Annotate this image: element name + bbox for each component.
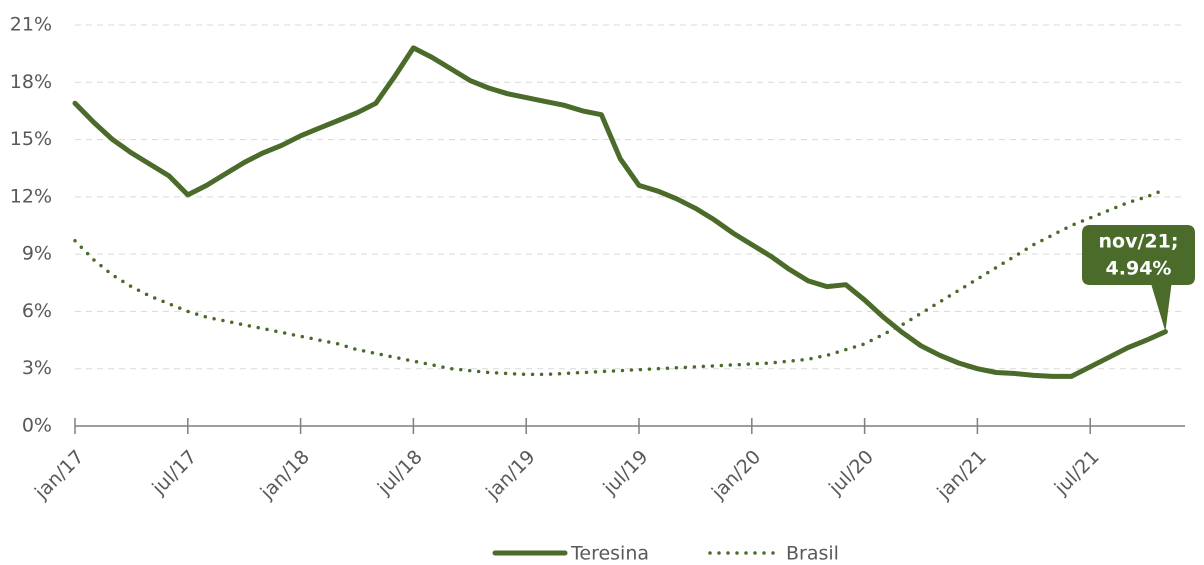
y-tick-label: 3% (22, 357, 52, 379)
x-tick-label: jul/19 (599, 446, 653, 500)
legend-label: Brasil (786, 543, 839, 565)
legend-label: Teresina (570, 543, 649, 565)
x-tick-label: jul/21 (1050, 446, 1104, 500)
y-tick-label: 0% (22, 415, 52, 437)
y-tick-label: 15% (10, 128, 52, 150)
y-tick-label: 6% (22, 300, 52, 322)
y-tick-label: 9% (22, 243, 52, 265)
annotation-text: 4.94% (1106, 258, 1172, 280)
x-tick-label: jan/18 (256, 446, 314, 504)
annotation-text: nov/21; (1099, 231, 1179, 253)
y-tick-label: 18% (10, 71, 52, 93)
y-tick-label: 21% (10, 14, 52, 36)
line-dotted (73, 187, 1168, 377)
y-tick-label: 12% (10, 185, 52, 207)
x-tick-label: jan/19 (481, 446, 539, 504)
x-tick-label: jan/17 (30, 446, 88, 504)
x-tick-label: jan/21 (932, 446, 990, 504)
x-tick-label: jul/18 (373, 446, 427, 500)
x-tick-label: jan/20 (707, 446, 765, 504)
annotation-box (1082, 225, 1195, 332)
x-tick-label: jul/20 (824, 446, 878, 500)
line-solid (72, 45, 1168, 379)
x-tick-label: jul/17 (147, 446, 201, 500)
